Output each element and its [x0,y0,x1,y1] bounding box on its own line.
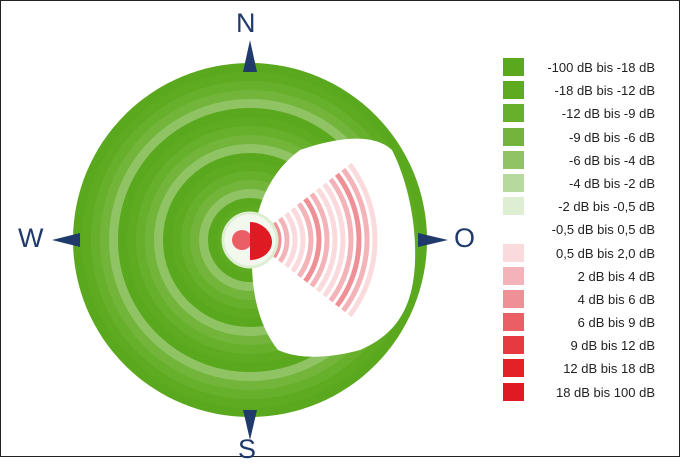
legend-swatch [503,150,524,169]
red-sector [252,112,378,368]
compass-west-label: W [18,223,44,253]
legend-label: -9 dB bis -6 dB [569,129,655,145]
legend-label: -4 dB bis -2 dB [569,175,655,191]
legend-swatch [503,289,524,308]
north-arrow-icon [243,40,257,72]
west-arrow-icon [52,233,80,247]
legend-label: -100 dB bis -18 dB [547,60,655,75]
inner-core-west [232,230,252,250]
red-ring [252,144,346,336]
red-ring [252,192,298,288]
legend-swatch [503,104,524,123]
legend-swatch [503,336,524,355]
legend-label: 2 dB bis 4 dB [577,268,655,284]
legend-label: -18 dB bis -12 dB [554,83,655,99]
legend-swatch [503,58,524,76]
legend-swatch [503,197,524,216]
legend-swatch [503,266,524,285]
red-ring [252,184,306,296]
south-arrow-icon [243,410,257,440]
legend-label: 18 dB bis 100 dB [555,384,655,400]
legend-label: 0,5 dB bis 2,0 dB [555,245,655,261]
red-ring [252,128,362,352]
legend-label: -12 dB bis -9 dB [561,106,655,122]
red-ring [252,160,330,320]
legend-label: -0,5 dB bis 0,5 dB [551,222,655,238]
east-arrow-icon [418,233,448,247]
red-ring [252,152,338,328]
legend-swatch [503,313,524,332]
legend-label: -6 dB bis -4 dB [569,152,655,168]
legend-swatch [503,173,524,192]
compass-south-label: S [238,434,257,464]
legend-swatch [503,127,524,146]
red-ring [252,200,290,280]
legend-swatch [503,220,524,239]
compass-east-label: O [454,223,476,253]
legend-label: 4 dB bis 6 dB [577,291,655,307]
legend-swatch [503,243,524,262]
legend-swatch [503,359,524,378]
inner-core-east [250,222,272,260]
legend-label: -2 dB bis -0,5 dB [558,199,655,215]
compass-north-label: N [236,8,256,38]
legend-swatch [503,382,524,401]
red-ring [252,136,354,344]
red-ring [252,120,370,360]
red-ring [252,176,314,304]
legend-swatch [503,81,524,100]
legend-label: 9 dB bis 12 dB [570,338,655,354]
red-ring [252,208,282,272]
red-ring [252,168,322,312]
legend-label: 12 dB bis 18 dB [563,361,655,377]
red-ring [252,112,378,368]
legend-label: 6 dB bis 9 dB [577,315,655,331]
